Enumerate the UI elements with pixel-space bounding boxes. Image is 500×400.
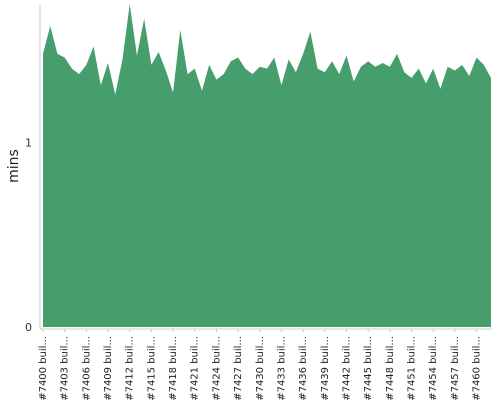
x-tick-label: #7454 buil... [428, 336, 439, 400]
x-tick-label: #7457 buil... [450, 336, 461, 400]
x-tick-label: #7427 buil... [233, 336, 244, 400]
x-tick-label: #7412 buil... [125, 336, 136, 400]
x-tick-label: #7460 buil... [472, 336, 483, 400]
x-tick-label: #7424 buil... [211, 336, 222, 400]
x-tick-label: #7445 buil... [363, 336, 374, 400]
x-tick-label: #7433 buil... [276, 336, 287, 400]
y-tick-label: 0 [25, 321, 32, 334]
x-tick-label: #7400 buil... [38, 336, 49, 400]
x-tick-label: #7406 buil... [81, 336, 92, 400]
y-axis-title: mins [6, 149, 22, 183]
axis-layer [39, 4, 492, 330]
x-tick-labels: #7400 buil... #7403 buil... #7406 buil... #… [38, 329, 483, 400]
x-tick-label: #7430 buil... [255, 336, 266, 400]
x-tick-label: #7448 buil... [385, 336, 396, 400]
y-tick-labels: 01 [25, 136, 32, 334]
x-tick-label: #7421 buil... [190, 336, 201, 400]
x-tick-label: #7409 buil... [103, 336, 114, 400]
x-tick-label: #7403 buil... [60, 336, 71, 400]
x-tick-label: #7418 buil... [168, 336, 179, 400]
duration-area [43, 4, 491, 327]
x-tick-label: #7439 buil... [320, 336, 331, 400]
y-tick-label: 1 [25, 136, 32, 149]
x-tick-label: #7442 buil... [341, 336, 352, 400]
x-tick-label: #7451 buil... [407, 336, 418, 400]
x-tick-label: #7436 buil... [298, 336, 309, 400]
area-layer [43, 4, 491, 327]
x-tick-label: #7415 buil... [146, 336, 157, 400]
